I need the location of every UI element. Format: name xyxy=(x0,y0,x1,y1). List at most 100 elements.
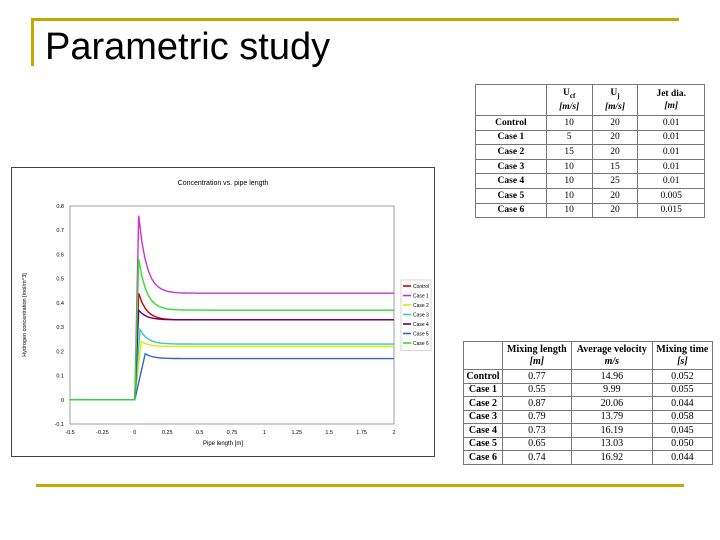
series-line-case-2 xyxy=(70,340,394,401)
table-cell: 20 xyxy=(591,129,639,146)
row-case-label: Case 4 xyxy=(463,423,503,438)
series-line-case-5 xyxy=(70,352,394,401)
table-cell: 0.044 xyxy=(651,450,714,465)
table-cell: 0.01 xyxy=(637,115,705,131)
table-row: Control 10 20 0.01 xyxy=(475,115,705,131)
row-case-label: Case 4 xyxy=(475,173,547,189)
legend-label: Control xyxy=(413,284,429,290)
parameters-table: Ucf [m/s] Uj [m/s] Jet dia. [m] Control 1… xyxy=(475,84,705,219)
chart-title: Concentration vs. pipe length xyxy=(178,180,269,187)
table-cell: 0.65 xyxy=(501,436,572,451)
table-cell: 0.79 xyxy=(501,409,572,424)
col-label: Average velocity xyxy=(576,343,647,355)
table-row: Case 1 5 20 0.01 xyxy=(475,129,705,146)
table-row: Case 1 0.55 9.99 0.055 xyxy=(463,382,714,397)
table-cell: 0.052 xyxy=(651,369,714,384)
table-cell: 13.79 xyxy=(570,409,653,424)
table-row: Case 6 0.74 16.92 0.044 xyxy=(463,450,714,465)
y-tick-label: 0.2 xyxy=(56,349,64,355)
y-tick-label: 0.6 xyxy=(56,252,64,258)
series-line-case-6 xyxy=(70,259,394,401)
legend-label: Case 6 xyxy=(413,341,429,347)
legend-label: Case 2 xyxy=(413,303,429,309)
param-col-header: Ucf [m/s] xyxy=(545,84,593,116)
row-case-label: Control xyxy=(475,115,547,131)
result-col-header: Mixing time [s] xyxy=(651,341,714,370)
table-cell: 20 xyxy=(591,202,639,219)
corner-cell xyxy=(463,341,503,370)
col-label: Mixing time xyxy=(656,343,709,355)
col-unit: [m/s] xyxy=(604,102,626,113)
table-cell: 10 xyxy=(545,158,593,175)
series-line-case-1 xyxy=(70,215,394,401)
table-cell: 0.55 xyxy=(501,382,572,397)
plot-area: -0.5 -0.25 0 0.25 0.5 0.75 1 1.25 1.5 1.75 2 -0.1 0 0… xyxy=(55,204,396,436)
table-row: Case 2 15 20 0.01 xyxy=(475,144,705,160)
table-row: Case 6 10 20 0.015 xyxy=(475,202,705,219)
col-label: U xyxy=(563,87,570,98)
col-unit: [m] xyxy=(664,101,679,111)
row-case-label: Case 5 xyxy=(463,436,503,451)
table-cell: 10 xyxy=(545,202,593,219)
result-col-header: Average velocity m/s xyxy=(570,341,653,370)
x-tick-label: 2 xyxy=(392,430,395,436)
plot-frame xyxy=(69,205,395,425)
frame-accent-top xyxy=(31,18,679,21)
table-cell: 0.015 xyxy=(637,202,705,219)
row-case-label: Case 6 xyxy=(475,202,547,219)
col-label: U xyxy=(610,87,618,98)
table-cell: 20 xyxy=(591,115,639,131)
table-cell: 14.96 xyxy=(570,369,653,384)
table-cell: 0.77 xyxy=(501,369,572,384)
table-cell: 20 xyxy=(591,144,639,160)
chart-legend: Control Case 1 Case 2 Case 3 Case 4 Case 5 Cas… xyxy=(400,279,432,351)
result-col-header: Mixing length [m] xyxy=(501,341,572,370)
col-unit: [s] xyxy=(677,355,688,367)
col-unit: [m/s] xyxy=(559,102,580,113)
table-cell: 9.99 xyxy=(570,382,653,397)
table-cell: 0.058 xyxy=(651,409,714,424)
col-unit: [m] xyxy=(529,355,545,367)
table-cell: 25 xyxy=(591,173,639,189)
concentration-chart: Concentration vs. pipe length Hydrogen c… xyxy=(22,180,432,447)
col-unit: m/s xyxy=(604,355,620,367)
row-case-label: Case 3 xyxy=(475,158,547,175)
y-tick-label: 0 xyxy=(61,398,64,404)
x-tick-label: 1.25 xyxy=(291,430,302,436)
table-row: Case 5 10 20 0.005 xyxy=(475,187,705,204)
row-case-label: Case 2 xyxy=(475,144,547,160)
param-col-header: Uj [m/s] xyxy=(591,84,639,116)
x-tick-label: -0.25 xyxy=(96,430,109,436)
table-cell: 20 xyxy=(591,187,639,204)
table-row: Case 4 0.73 16.19 0.045 xyxy=(463,423,714,438)
x-tick-label: 0.75 xyxy=(227,430,238,436)
table-cell: 10 xyxy=(545,187,593,204)
chart-ylabel: Hydrogen concentration [mol/m^3] xyxy=(22,273,28,357)
x-tick-label: 1 xyxy=(263,430,266,436)
results-table: Mixing length [m] Average velocity m/s M… xyxy=(463,341,714,465)
table-cell: 16.19 xyxy=(570,423,653,438)
param-col-header: Jet dia. [m] xyxy=(637,84,705,116)
table-cell: 16.92 xyxy=(570,450,653,465)
y-tick-label: 0.1 xyxy=(56,374,64,380)
col-sub: j xyxy=(617,91,620,100)
x-tick-label: 1.75 xyxy=(356,430,367,436)
row-case-label: Case 1 xyxy=(463,382,503,397)
y-tick-label: 0.4 xyxy=(56,301,64,307)
y-tick-label: 0.8 xyxy=(56,204,64,210)
y-tick-label: 0.5 xyxy=(56,277,64,283)
col-label: Mixing length xyxy=(507,343,567,355)
y-tick-label: 0.7 xyxy=(56,228,64,234)
table-row: Case 2 0.87 20.06 0.044 xyxy=(463,396,714,411)
row-case-label: Case 2 xyxy=(463,396,503,411)
legend-label: Case 4 xyxy=(413,322,429,328)
table-cell: 0.01 xyxy=(637,144,705,160)
legend-label: Case 1 xyxy=(413,294,429,300)
table-row: Control 0.77 14.96 0.052 xyxy=(463,369,714,384)
col-label: Jet dia. xyxy=(656,89,686,99)
chart-panel: Concentration vs. pipe length Hydrogen c… xyxy=(11,167,435,457)
y-tick-label: 0.3 xyxy=(56,325,64,331)
row-case-label: Case 5 xyxy=(475,187,547,204)
x-tick-label: 0 xyxy=(133,430,136,436)
y-tick-label: -0.1 xyxy=(55,422,64,428)
